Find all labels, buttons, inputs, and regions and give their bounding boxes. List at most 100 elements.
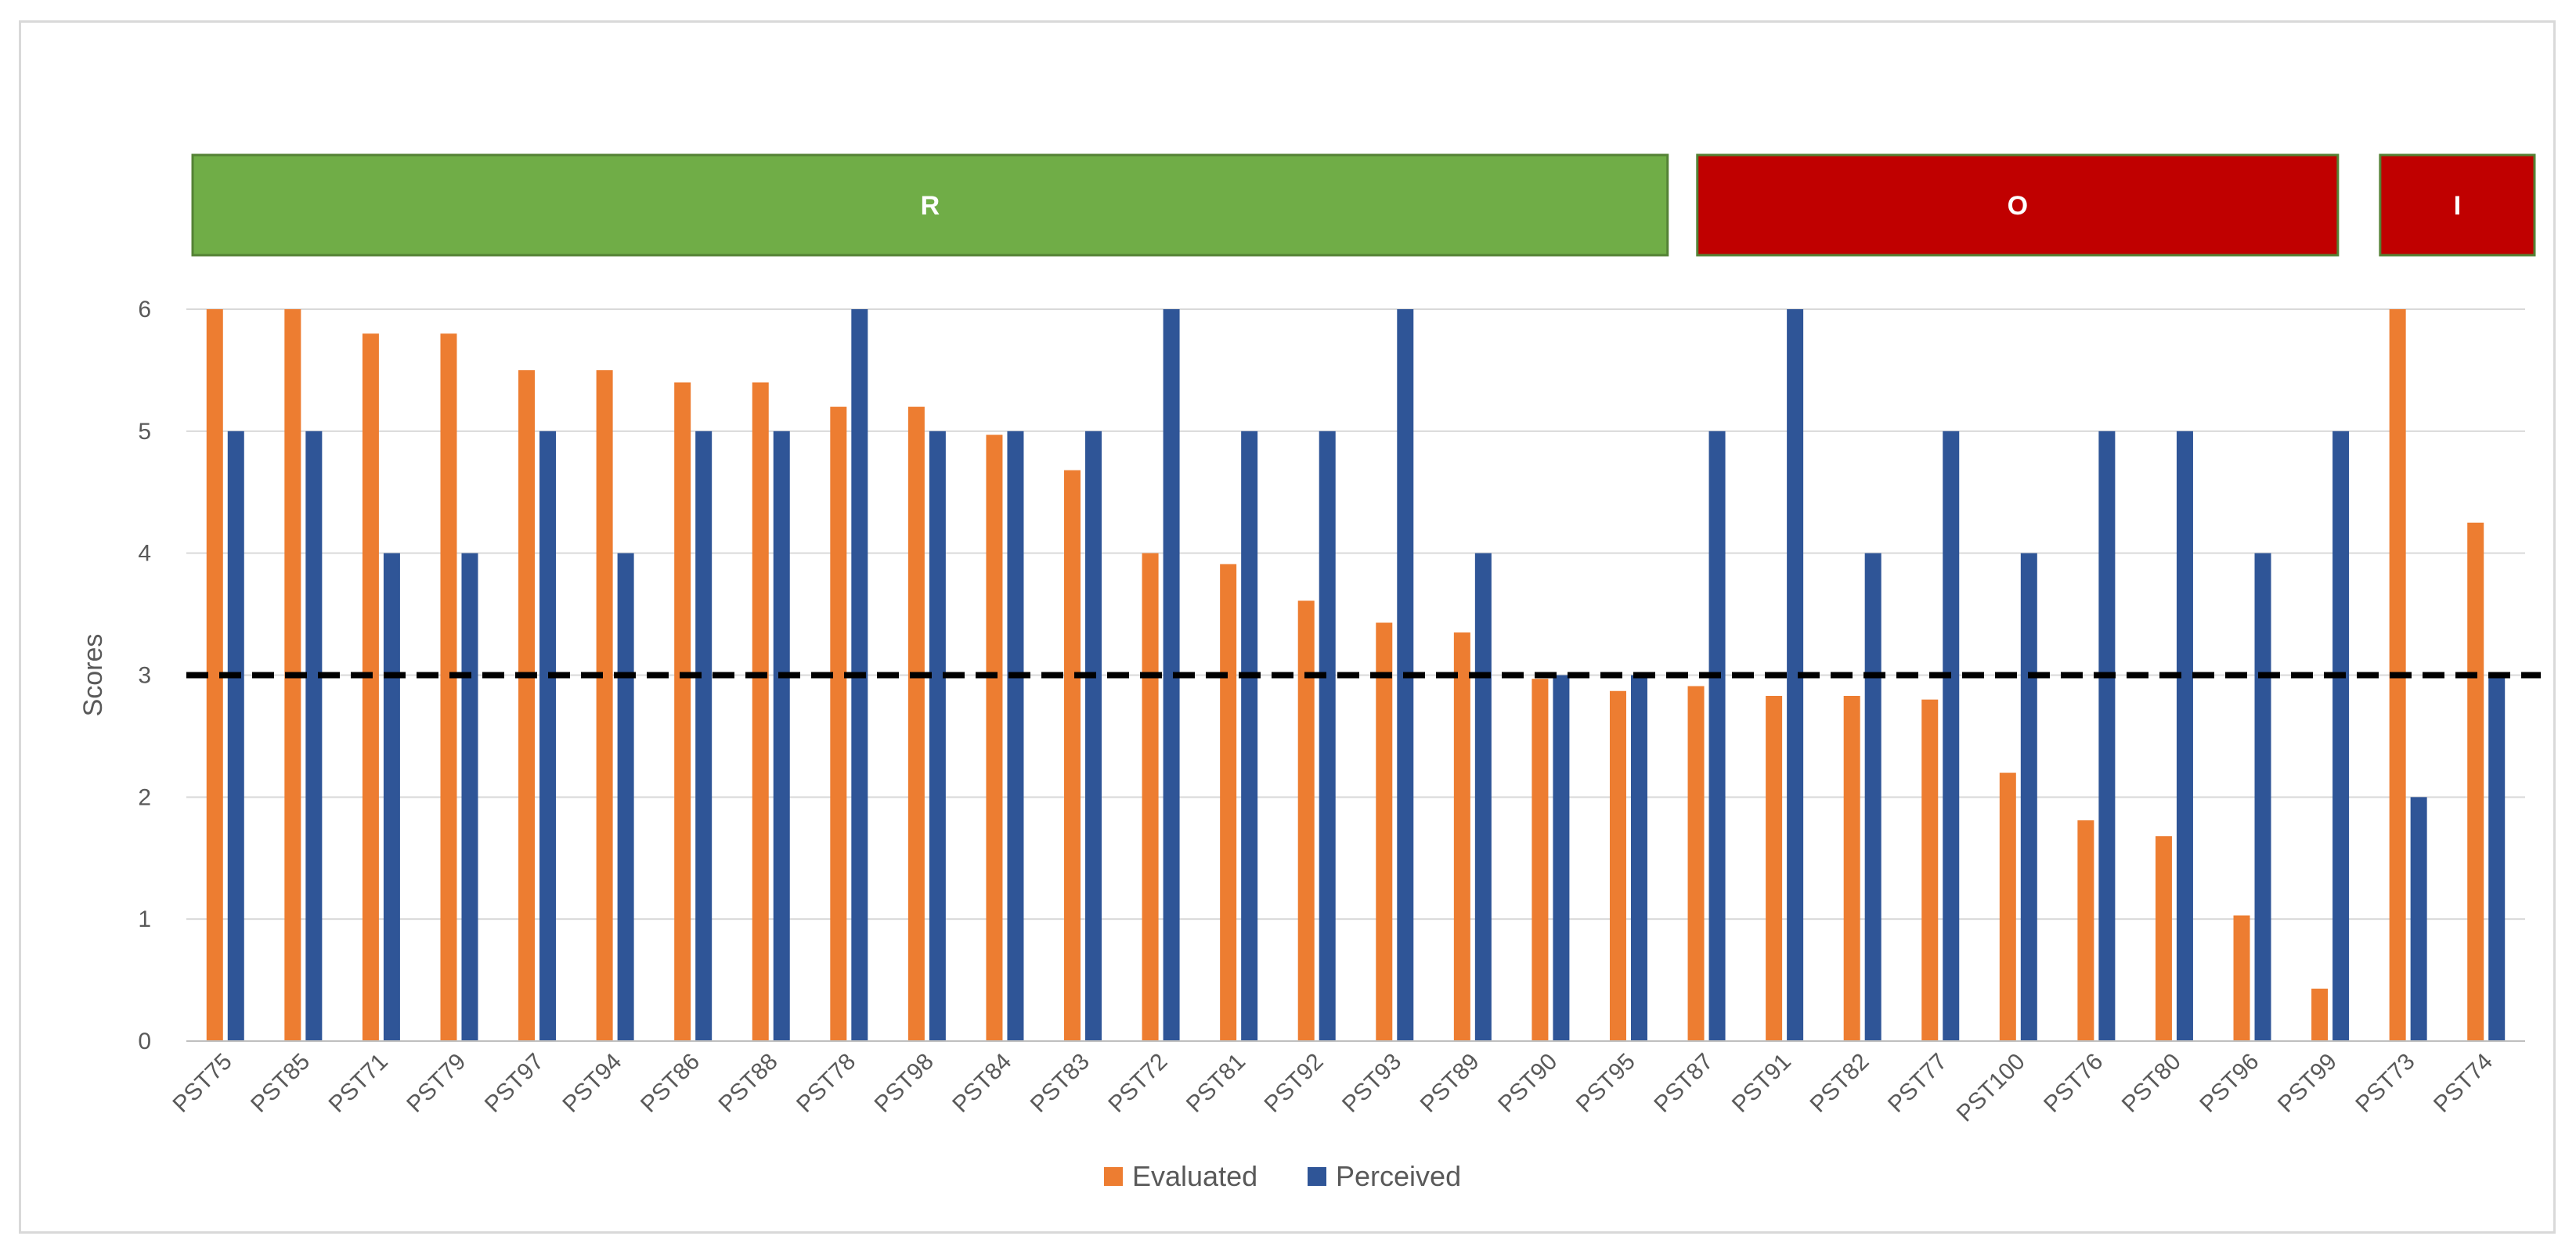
y-tick-label: 4 — [138, 541, 151, 567]
x-tick-label: PST99 — [2273, 1049, 2342, 1118]
bar-evaluated-pst96 — [2233, 915, 2250, 1041]
legend-label-evaluated: Evaluated — [1132, 1160, 1257, 1192]
x-tick-label: PST72 — [1103, 1049, 1172, 1118]
bar-evaluated-pst71 — [362, 333, 379, 1042]
bar-perceived-pst99 — [2332, 431, 2350, 1041]
bar-evaluated-pst88 — [752, 382, 769, 1041]
bar-perceived-pst97 — [539, 431, 557, 1041]
x-tick-label: PST91 — [1727, 1049, 1796, 1118]
bar-perceived-pst85 — [305, 431, 323, 1041]
x-tick-label: PST85 — [246, 1049, 315, 1118]
y-tick-label: 3 — [138, 663, 151, 689]
x-tick-label: PST88 — [714, 1049, 783, 1118]
bar-perceived-pst89 — [1474, 553, 1492, 1041]
x-tick-label: PST100 — [1952, 1049, 2030, 1127]
x-tick-label: PST82 — [1805, 1049, 1874, 1118]
bar-perceived-pst96 — [2254, 553, 2271, 1041]
x-tick-label: PST78 — [792, 1049, 860, 1118]
x-tick-label: PST74 — [2429, 1049, 2498, 1118]
x-tick-label: PST95 — [1571, 1049, 1640, 1118]
bar-perceived-pst71 — [383, 553, 400, 1041]
group-band-o — [1696, 153, 2340, 257]
bar-evaluated-pst100 — [1999, 773, 2016, 1041]
x-tick-label: PST77 — [1883, 1049, 1952, 1118]
bar-perceived-pst87 — [1708, 431, 1726, 1041]
bar-evaluated-pst87 — [1687, 686, 1705, 1041]
y-tick-label: 1 — [138, 906, 151, 932]
y-tick-label: 5 — [138, 419, 151, 445]
x-tick-label: PST96 — [2195, 1049, 2264, 1118]
group-label-o: O — [2008, 191, 2028, 221]
x-tick-label: PST73 — [2351, 1049, 2419, 1118]
bar-perceived-pst94 — [617, 553, 634, 1041]
bar-perceived-pst95 — [1630, 675, 1647, 1041]
group-band-i — [2379, 153, 2536, 257]
bar-evaluated-pst95 — [1609, 690, 1626, 1041]
legend-swatch-evaluated — [1104, 1167, 1123, 1186]
x-tick-label: PST87 — [1649, 1049, 1718, 1118]
bar-perceived-pst79 — [461, 553, 478, 1041]
legend-swatch-perceived — [1308, 1167, 1326, 1186]
bar-perceived-pst81 — [1241, 431, 1258, 1041]
bar-evaluated-pst80 — [2155, 836, 2172, 1041]
y-tick-label: 0 — [138, 1029, 151, 1054]
x-tick-label: PST81 — [1182, 1049, 1250, 1118]
bar-evaluated-pst76 — [2077, 820, 2094, 1041]
legend-label-perceived: Perceived — [1336, 1160, 1461, 1192]
bar-evaluated-pst77 — [1921, 699, 1939, 1041]
bar-evaluated-pst93 — [1376, 622, 1393, 1041]
bar-evaluated-pst97 — [518, 369, 536, 1042]
bar-perceived-pst74 — [2488, 675, 2506, 1041]
bar-evaluated-pst91 — [1766, 695, 1783, 1041]
x-tick-label: PST80 — [2117, 1049, 2186, 1118]
bar-perceived-pst90 — [1553, 675, 1570, 1041]
y-tick-label: 2 — [138, 784, 151, 810]
x-tick-label: PST76 — [2039, 1049, 2108, 1118]
bar-perceived-pst77 — [1943, 431, 1960, 1041]
x-tick-label: PST92 — [1259, 1049, 1328, 1118]
bar-evaluated-pst75 — [206, 309, 223, 1041]
bar-perceived-pst83 — [1085, 431, 1102, 1041]
bar-perceived-pst91 — [1787, 309, 1804, 1041]
bar-evaluated-pst82 — [1843, 695, 1860, 1041]
bar-perceived-pst76 — [2098, 431, 2116, 1041]
x-tick-label: PST89 — [1416, 1049, 1485, 1118]
bar-perceived-pst80 — [2176, 431, 2193, 1041]
bar-evaluated-pst94 — [596, 369, 613, 1042]
bar-evaluated-pst81 — [1220, 564, 1237, 1041]
x-tick-label: PST84 — [947, 1049, 1016, 1118]
bar-perceived-pst73 — [2410, 797, 2427, 1041]
bar-perceived-pst88 — [773, 431, 790, 1041]
group-label-r: R — [921, 191, 940, 221]
x-tick-label: PST86 — [636, 1049, 705, 1118]
x-tick-label: PST75 — [168, 1049, 237, 1118]
bar-perceived-pst98 — [929, 431, 946, 1041]
bar-evaluated-pst86 — [674, 382, 691, 1041]
bar-evaluated-pst74 — [2467, 522, 2484, 1041]
bar-perceived-pst84 — [1007, 431, 1024, 1041]
bar-perceived-pst82 — [1864, 553, 1881, 1041]
x-tick-label: PST93 — [1337, 1049, 1406, 1118]
x-tick-label: PST90 — [1493, 1049, 1562, 1118]
x-tick-label: PST94 — [557, 1049, 626, 1118]
bar-evaluated-pst89 — [1453, 632, 1470, 1041]
bar-evaluated-pst79 — [440, 333, 457, 1042]
bar-evaluated-pst78 — [830, 406, 847, 1041]
bar-evaluated-pst84 — [986, 434, 1003, 1041]
bar-evaluated-pst83 — [1064, 470, 1081, 1041]
bar-perceived-pst100 — [2020, 553, 2037, 1041]
bar-perceived-pst92 — [1319, 431, 1336, 1041]
bar-evaluated-pst90 — [1532, 679, 1549, 1041]
bar-perceived-pst86 — [695, 431, 713, 1041]
bar-perceived-pst72 — [1163, 309, 1180, 1041]
bar-perceived-pst75 — [227, 431, 244, 1041]
x-tick-label: PST83 — [1026, 1049, 1095, 1118]
y-axis-title: Scores — [78, 634, 108, 717]
bar-evaluated-pst98 — [907, 406, 925, 1041]
x-tick-label: PST97 — [480, 1049, 549, 1118]
bar-evaluated-pst72 — [1142, 553, 1159, 1041]
y-tick-label: 6 — [138, 297, 151, 323]
x-tick-label: PST79 — [402, 1049, 471, 1118]
x-tick-label: PST98 — [870, 1049, 939, 1118]
